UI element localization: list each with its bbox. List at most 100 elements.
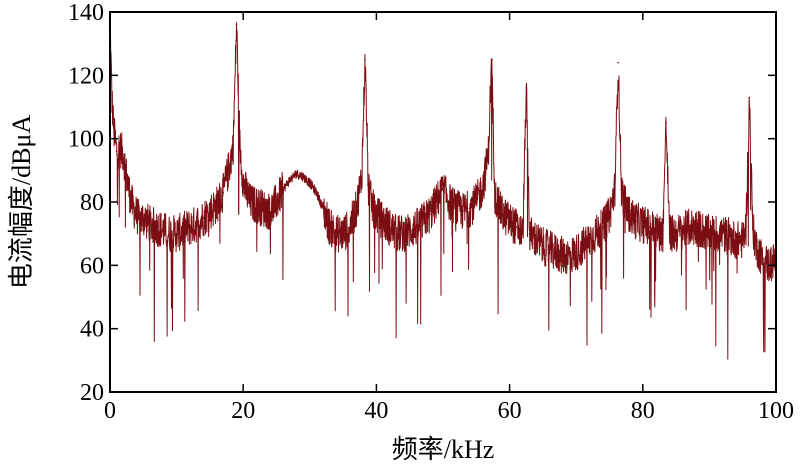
data-point: [502, 213, 504, 216]
plot-data: [109, 12, 777, 360]
data-point: [222, 191, 225, 194]
data-point: [149, 223, 151, 225]
x-axis-label: 频率/kHz: [392, 435, 495, 464]
data-point: [448, 201, 451, 203]
data-point: [335, 232, 338, 235]
data-point: [360, 175, 363, 178]
x-tick-label: 0: [104, 398, 116, 424]
data-point: [122, 153, 125, 156]
data-point: [309, 182, 311, 184]
data-point: [202, 217, 205, 219]
data-point: [494, 194, 496, 197]
data-point: [735, 239, 737, 241]
data-point: [249, 201, 251, 203]
data-point: [721, 232, 724, 235]
x-tick-label: 20: [231, 398, 255, 424]
data-point: [602, 226, 604, 229]
data-point: [139, 220, 141, 222]
data-point: [655, 229, 657, 232]
data-point: [515, 226, 518, 229]
data-point: [628, 213, 631, 216]
data-point: [617, 61, 619, 64]
data-point: [142, 217, 145, 219]
data-point: [232, 144, 235, 146]
data-point: [435, 201, 438, 203]
data-point: [715, 232, 717, 235]
y-tick-label: 100: [68, 127, 104, 153]
data-point: [125, 175, 128, 178]
data-point: [681, 229, 684, 232]
data-point: [282, 188, 284, 191]
data-point: [235, 23, 238, 26]
data-point: [162, 229, 165, 232]
data-point: [111, 99, 113, 102]
data-point: [239, 144, 241, 146]
y-tick-label: 60: [80, 253, 104, 279]
data-point: [209, 210, 211, 213]
data-point: [761, 258, 764, 260]
data-point: [169, 232, 171, 235]
data-point: [422, 220, 424, 222]
data-point: [155, 226, 158, 229]
data-point: [468, 207, 471, 210]
data-point: [182, 229, 185, 232]
y-tick-label: 80: [80, 190, 104, 216]
data-point: [542, 245, 544, 248]
data-point: [661, 232, 664, 235]
x-tick-label: 40: [364, 398, 388, 424]
data-point: [620, 188, 623, 191]
data-point: [528, 232, 531, 235]
spectrum-trace: [109, 12, 777, 360]
data-point: [608, 213, 611, 216]
data-point: [648, 226, 651, 229]
data-point: [388, 226, 391, 229]
data-point: [588, 239, 591, 241]
data-point: [242, 182, 244, 184]
data-point: [132, 207, 135, 210]
data-point: [582, 245, 584, 248]
y-tick-label: 120: [68, 63, 104, 89]
data-point: [748, 96, 751, 99]
data-point: [741, 239, 744, 241]
data-point: [535, 239, 538, 241]
data-point: [642, 223, 644, 225]
data-point: [562, 255, 564, 257]
data-point: [614, 188, 616, 191]
data-point: [402, 232, 404, 235]
data-point: [665, 122, 667, 124]
data-point: [315, 191, 318, 194]
data-point: [487, 153, 490, 156]
y-tick-label: 20: [80, 380, 104, 406]
data-point: [375, 213, 378, 216]
data-point: [428, 213, 431, 216]
data-point: [490, 58, 493, 61]
data-point: [115, 150, 118, 153]
data-point: [275, 201, 278, 203]
data-point: [498, 207, 501, 210]
data-point: [367, 188, 370, 191]
data-point: [442, 188, 444, 191]
data-point: [229, 163, 231, 165]
data-point: [175, 232, 178, 235]
data-point: [372, 207, 374, 210]
data-point: [289, 179, 291, 181]
data-point: [322, 207, 324, 210]
data-point: [455, 207, 458, 210]
y-tick-label: 140: [68, 0, 104, 26]
data-point: [302, 175, 304, 178]
y-tick-label: 40: [80, 317, 104, 343]
data-point: [668, 232, 671, 235]
data-point: [755, 245, 757, 248]
data-point: [522, 232, 524, 235]
data-point: [328, 226, 331, 229]
data-point: [482, 185, 484, 187]
data-point: [625, 207, 627, 210]
data-point: [295, 172, 298, 175]
data-point: [129, 194, 131, 197]
data-point: [575, 251, 577, 254]
data-point: [508, 220, 511, 222]
data-point: [708, 232, 711, 235]
data-point: [255, 204, 258, 206]
